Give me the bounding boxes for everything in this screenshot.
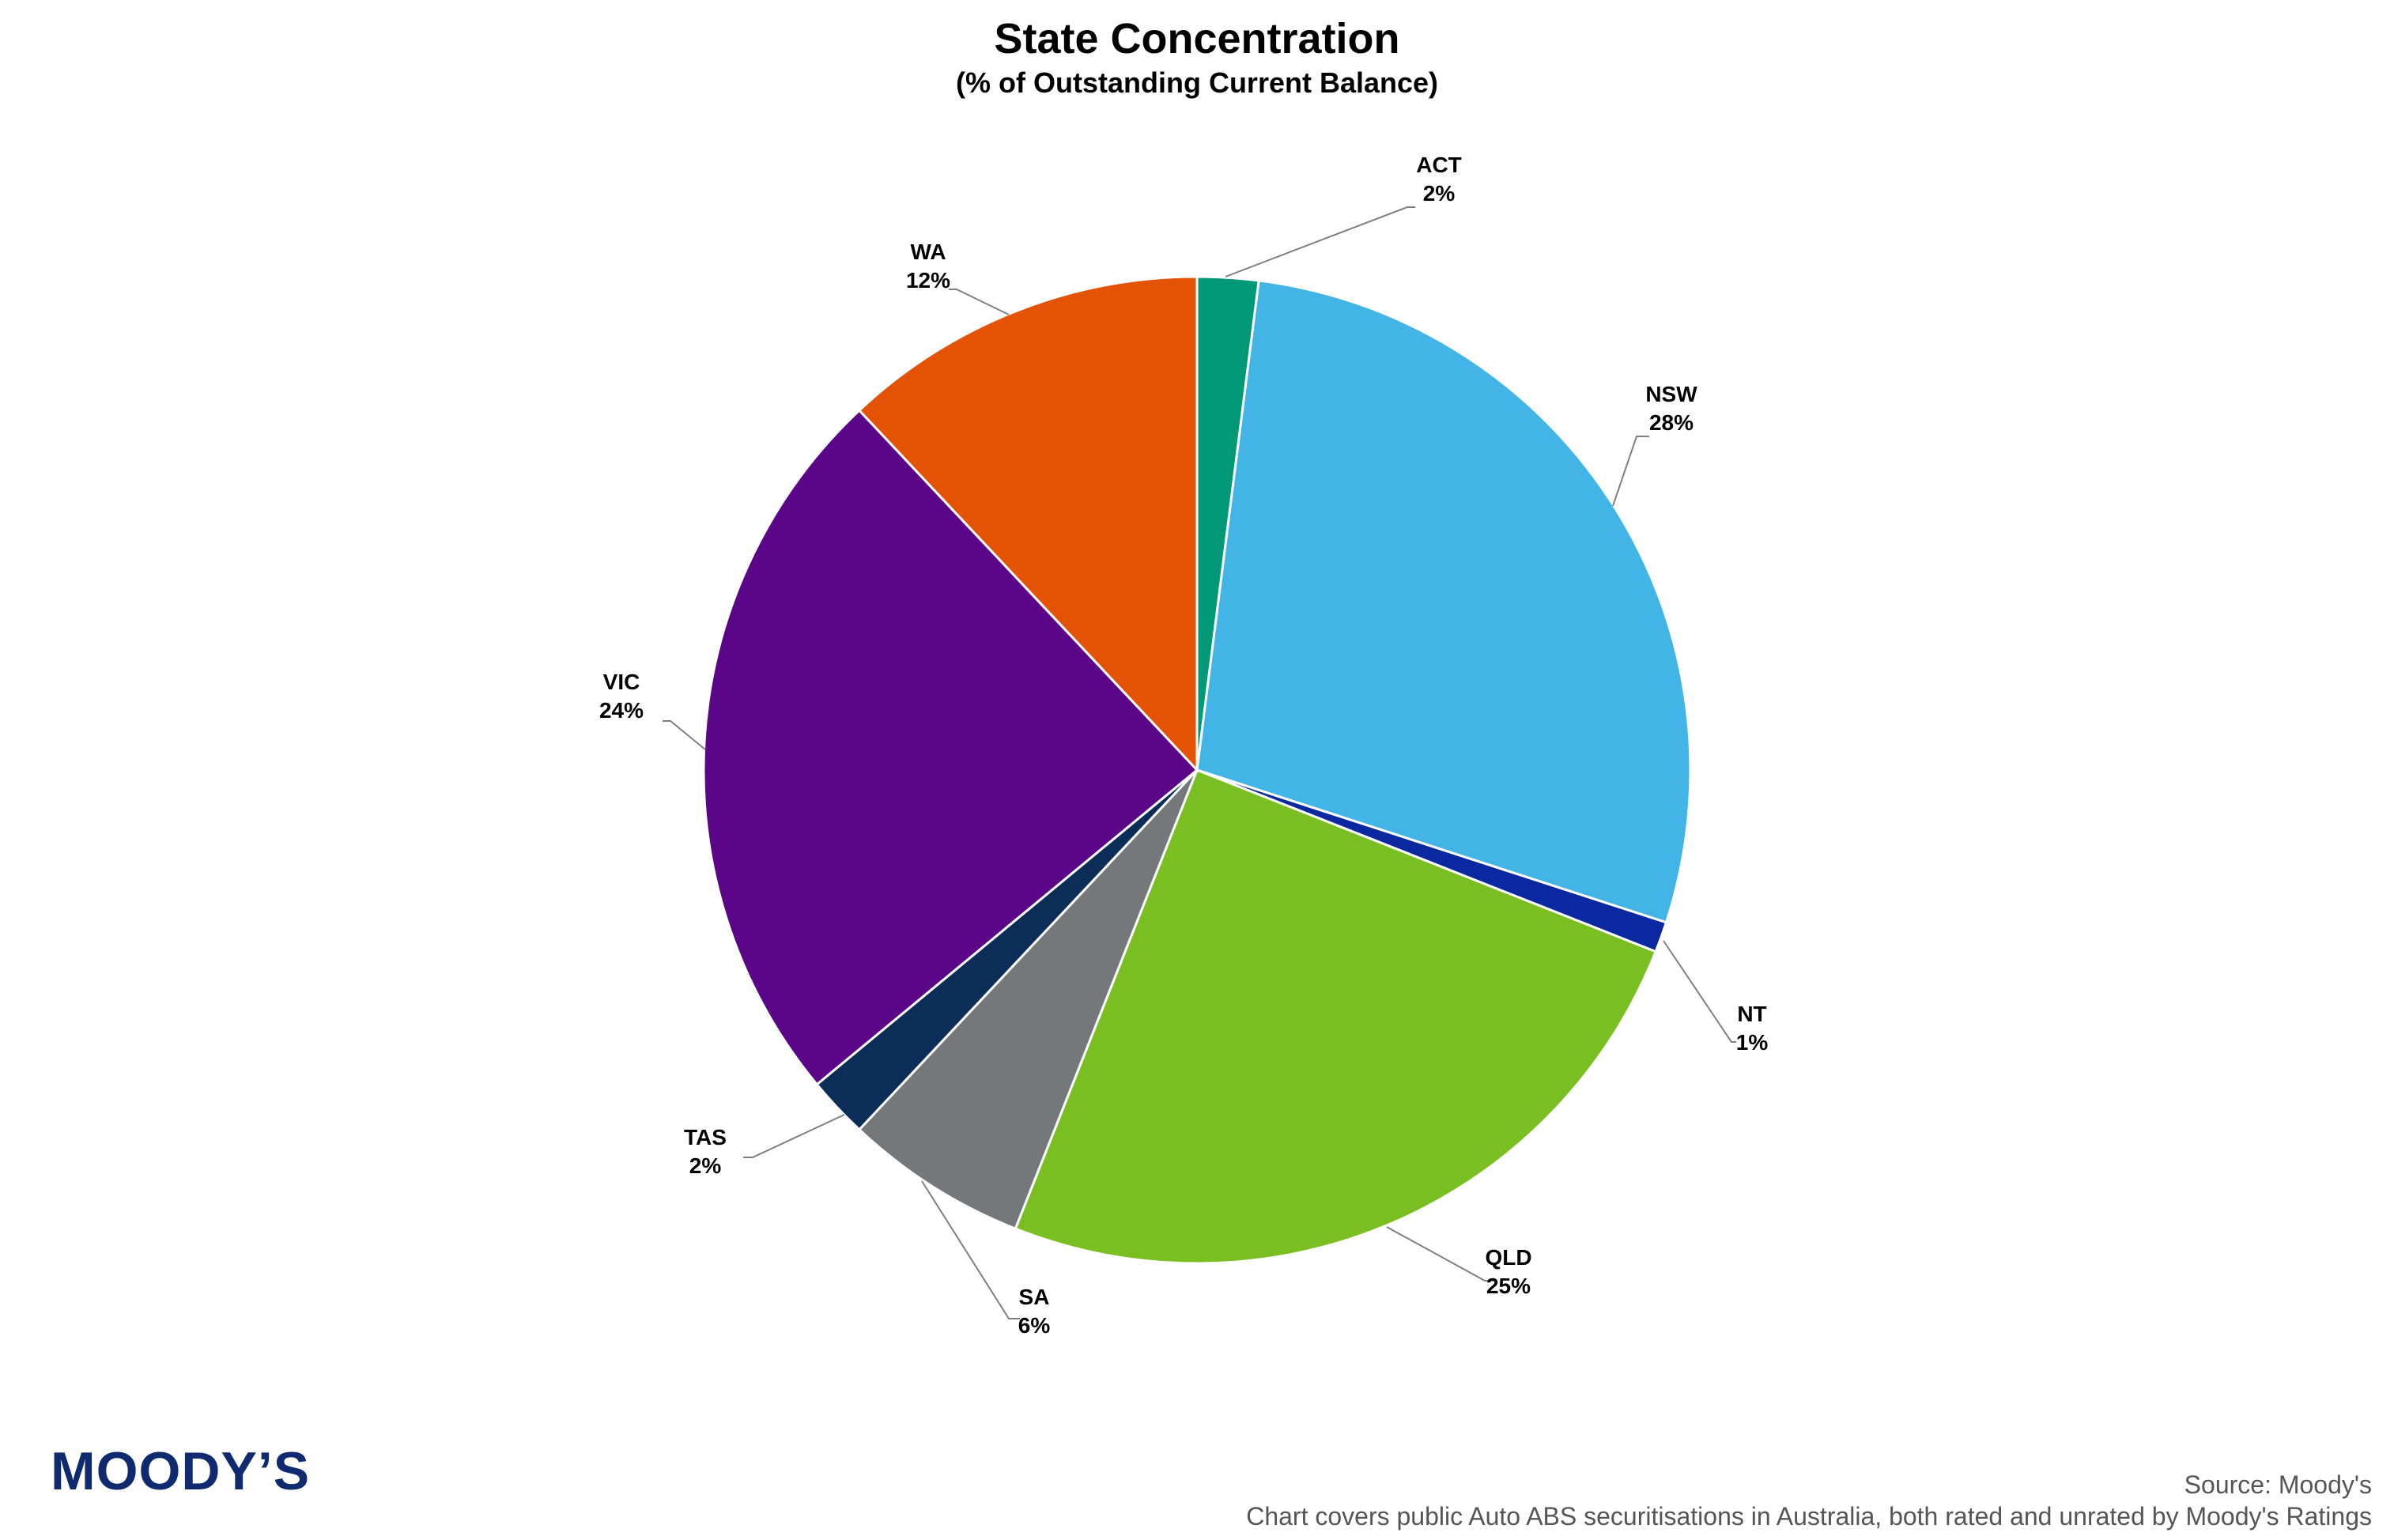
chart-subtitle: (% of Outstanding Current Balance) bbox=[955, 66, 1439, 99]
slice-value-nsw: 28% bbox=[1649, 410, 1694, 435]
slice-value-sa: 6% bbox=[1018, 1313, 1051, 1338]
source-block: Source: Moody's Chart covers public Auto… bbox=[1246, 1469, 2372, 1532]
pie-slice-wa bbox=[857, 275, 1199, 773]
leader-line-nsw bbox=[1612, 436, 1649, 507]
slice-label-tas: TAS bbox=[684, 1125, 727, 1149]
chart-note: Chart covers public Auto ABS securitisat… bbox=[1246, 1502, 2372, 1531]
source-text: Source: Moody's bbox=[2184, 1470, 2372, 1499]
slice-value-vic: 24% bbox=[599, 698, 644, 723]
slice-label-sa: SA bbox=[1019, 1285, 1050, 1309]
pie-slice-vic bbox=[702, 409, 1199, 1086]
slice-value-tas: 2% bbox=[689, 1153, 722, 1178]
leader-line-tas bbox=[743, 1114, 845, 1158]
leader-line-wa bbox=[949, 289, 1010, 315]
slice-label-act: ACT bbox=[1416, 153, 1462, 177]
pie-slice-qld bbox=[1014, 768, 1658, 1265]
leader-line-sa bbox=[921, 1180, 1020, 1319]
pie-slice-sa bbox=[857, 768, 1199, 1231]
leader-line-act bbox=[1225, 206, 1415, 277]
slice-value-wa: 12% bbox=[906, 268, 950, 293]
slice-value-act: 2% bbox=[1423, 181, 1456, 206]
leader-line-nt bbox=[1663, 940, 1736, 1043]
leader-line-qld bbox=[1386, 1226, 1494, 1281]
slice-label-vic: VIC bbox=[603, 670, 640, 694]
slice-label-nsw: NSW bbox=[1645, 382, 1697, 406]
slice-label-nt: NT bbox=[1737, 1002, 1766, 1026]
slice-value-nt: 1% bbox=[1736, 1030, 1769, 1055]
slice-label-wa: WA bbox=[910, 240, 946, 264]
slice-label-qld: QLD bbox=[1485, 1245, 1531, 1270]
chart-title: State Concentration bbox=[994, 15, 1400, 62]
slice-value-qld: 25% bbox=[1486, 1274, 1531, 1298]
leader-line-vic bbox=[663, 720, 706, 750]
moodys-logo: MOODY’S bbox=[51, 1441, 311, 1501]
